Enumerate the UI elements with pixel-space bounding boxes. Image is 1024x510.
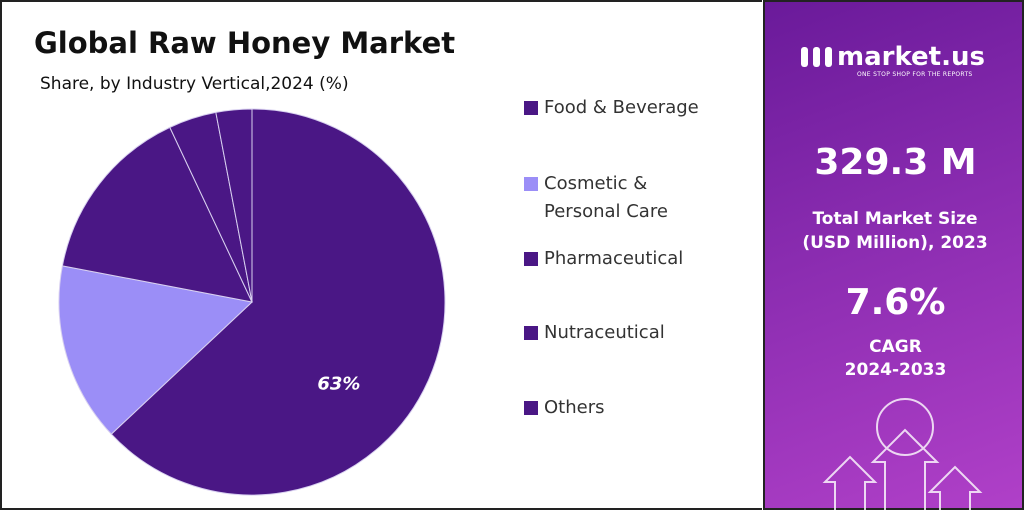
pie-slice <box>61 126 253 303</box>
chart-subtitle: Share, by Industry Vertical,2024 (%) <box>40 74 349 94</box>
legend-swatch <box>524 177 538 191</box>
pie-chart: 63% <box>58 108 446 496</box>
cagr-label: CAGR <box>869 337 922 357</box>
legend-item: Pharmaceutical <box>524 245 724 273</box>
legend-swatch <box>524 326 538 340</box>
chart-panel: Global Raw Honey Market Share, by Indust… <box>0 0 762 510</box>
cagr-period: 2024-2033 <box>844 360 947 380</box>
chart-title: Global Raw Honey Market <box>34 26 456 60</box>
legend-label: Others <box>544 397 605 418</box>
legend-label: Food & Beverage <box>544 97 699 118</box>
brand: market.us <box>837 42 985 72</box>
legend-label: Pharmaceutical <box>544 248 684 269</box>
legend-item: Nutraceutical <box>524 319 724 347</box>
pie-slice <box>110 108 446 496</box>
legend-swatch <box>524 101 538 115</box>
legend-item: Food & Beverage <box>524 94 724 122</box>
legend-label: Cosmetic & Personal Care <box>544 173 668 222</box>
market-size-label: Total Market Size (USD Million), 2023 <box>802 209 988 253</box>
legend-swatch <box>524 401 538 415</box>
decoration <box>801 47 983 510</box>
pie-slice <box>58 265 254 435</box>
legend-swatch <box>524 252 538 266</box>
legend-item: Cosmetic & Personal Care <box>524 170 724 226</box>
legend-item: Others <box>524 394 724 422</box>
pie-slice <box>215 108 253 303</box>
tagline: ONE STOP SHOP FOR THE REPORTS <box>857 71 973 78</box>
info-panel: market.us ONE STOP SHOP FOR THE REPORTS … <box>763 0 1024 510</box>
cagr: 7.6% <box>845 282 946 323</box>
market-size: 329.3 M <box>814 142 977 183</box>
data-label: 63% <box>317 373 360 394</box>
legend-label: Nutraceutical <box>544 322 665 343</box>
